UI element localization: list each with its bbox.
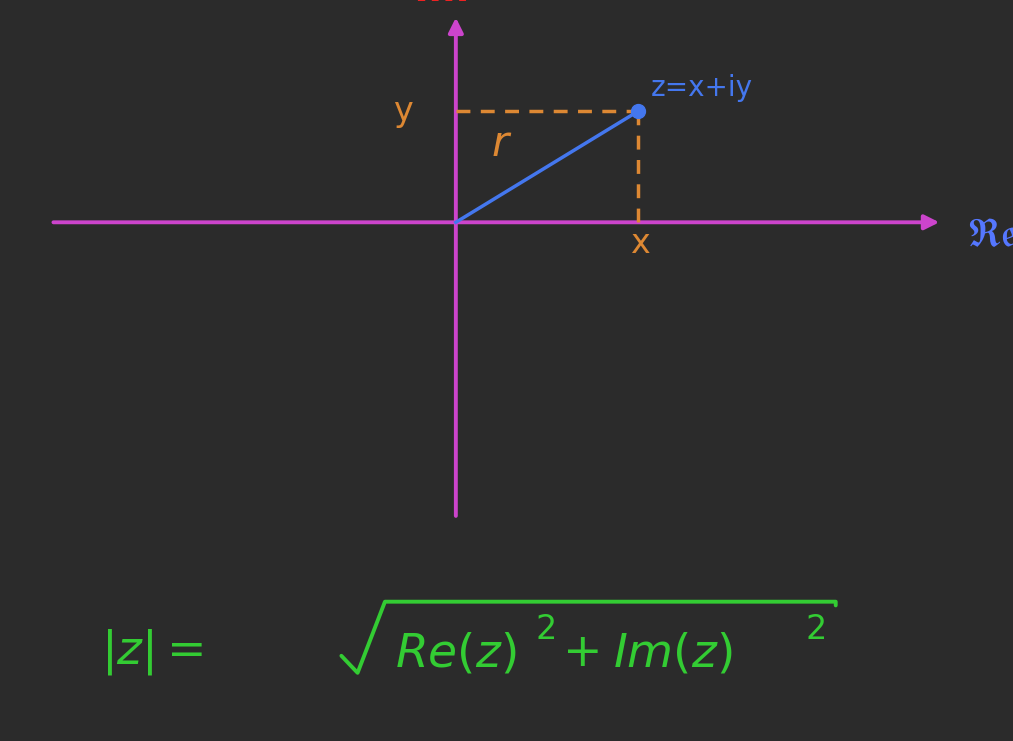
Text: x: x	[630, 227, 650, 260]
Text: $2$: $2$	[805, 614, 826, 646]
Text: $Im(z)$: $Im(z)$	[613, 631, 732, 676]
Text: $Re(z)$: $Re(z)$	[395, 631, 517, 676]
Text: z=x+iy: z=x+iy	[650, 74, 753, 102]
Text: $|z|=$: $|z|=$	[101, 627, 204, 677]
Text: Im: Im	[416, 0, 471, 9]
Text: $+$: $+$	[562, 631, 599, 676]
Text: r: r	[491, 122, 509, 165]
Point	[630, 105, 646, 117]
Text: y: y	[393, 95, 413, 127]
Text: $\mathfrak{Re}$: $\mathfrak{Re}$	[967, 216, 1013, 255]
Text: $2$: $2$	[535, 614, 555, 646]
